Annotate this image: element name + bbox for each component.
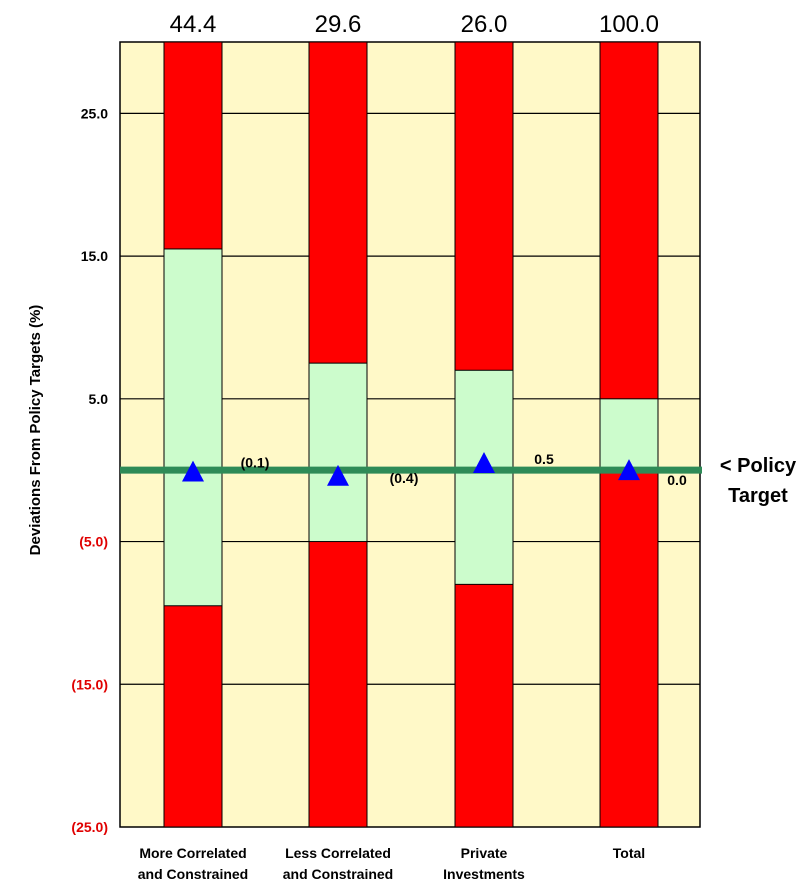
- deviation-label: (0.4): [390, 470, 419, 486]
- current-deviation-marker: [473, 452, 495, 473]
- category-label: Investments: [443, 866, 525, 882]
- deviation-label: (0.1): [241, 455, 270, 471]
- target-weight-label: 100.0: [599, 11, 659, 38]
- target-weight-label: 44.4: [170, 11, 217, 38]
- deviation-label: 0.0: [667, 472, 687, 488]
- y-tick-label: (15.0): [71, 676, 108, 692]
- target-weight-label: 26.0: [461, 11, 508, 38]
- category-label: Less Correlated: [285, 845, 391, 861]
- y-axis-title: Deviations From Policy Targets (%): [27, 305, 44, 556]
- y-tick-label: 5.0: [89, 391, 109, 407]
- y-tick-label: 25.0: [81, 105, 108, 121]
- y-tick-label: (25.0): [71, 819, 108, 835]
- category-label: More Correlated: [139, 845, 246, 861]
- policy-target-label-line2: Target: [728, 485, 788, 507]
- y-tick-label: 15.0: [81, 248, 108, 264]
- current-deviation-marker: [182, 460, 204, 482]
- range-bar: [308, 362, 368, 543]
- category-label: Private: [461, 845, 508, 861]
- policy-target-label-line1: < Policy: [720, 455, 797, 477]
- y-tick-label: (5.0): [79, 534, 108, 550]
- current-deviation-marker: [327, 464, 349, 486]
- range-bar: [163, 248, 223, 607]
- current-deviation-marker: [618, 459, 640, 481]
- target-weight-label: 29.6: [315, 11, 362, 38]
- range-bar: [454, 369, 514, 585]
- deviation-label: 0.5: [534, 451, 554, 467]
- category-label: and Constrained: [283, 866, 393, 882]
- category-label: and Constrained: [138, 866, 248, 882]
- range-bar: [599, 398, 659, 471]
- category-label: Total: [613, 845, 645, 861]
